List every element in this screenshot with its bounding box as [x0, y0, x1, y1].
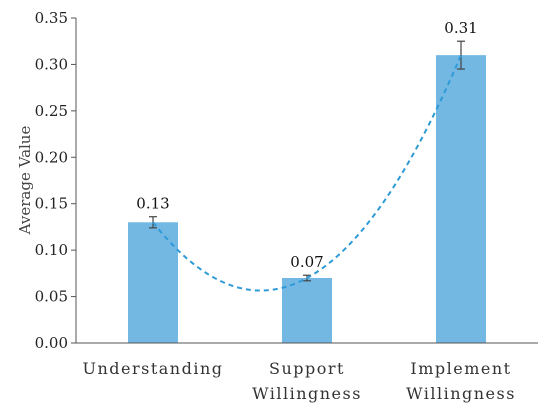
y-tick-label: 0.15 — [35, 195, 68, 213]
y-axis-title: Average Value — [16, 126, 34, 236]
y-axis: 0.00 0.05 0.10 0.15 0.20 0.25 0.30 0.35 — [35, 9, 77, 352]
y-tick-label: 0.00 — [35, 334, 68, 352]
y-tick-label: 0.05 — [35, 288, 68, 306]
y-tick-label: 0.10 — [35, 241, 68, 259]
x-tick-label: Implement — [410, 359, 511, 378]
y-tick-label: 0.30 — [35, 55, 68, 73]
bars: 0.13 0.07 0.31 — [128, 19, 486, 344]
bar — [436, 55, 486, 344]
data-label: 0.07 — [290, 253, 323, 271]
error-bar — [457, 40, 465, 70]
y-tick-label: 0.20 — [35, 148, 68, 166]
x-tick-label: Understanding — [82, 359, 223, 378]
x-tick-label: Support — [269, 359, 345, 378]
error-bar — [149, 216, 157, 229]
y-tick-label: 0.25 — [35, 102, 68, 120]
bar — [128, 222, 178, 343]
trendline — [152, 54, 462, 292]
bar — [282, 278, 332, 343]
x-tick-label: Willingness — [406, 384, 516, 403]
data-label: 0.31 — [444, 19, 477, 37]
data-label: 0.13 — [136, 195, 169, 213]
x-tick-label: Willingness — [252, 384, 362, 403]
x-axis: Understanding Support Willingness Implement… — [76, 342, 538, 403]
y-tick-label: 0.35 — [35, 9, 68, 27]
